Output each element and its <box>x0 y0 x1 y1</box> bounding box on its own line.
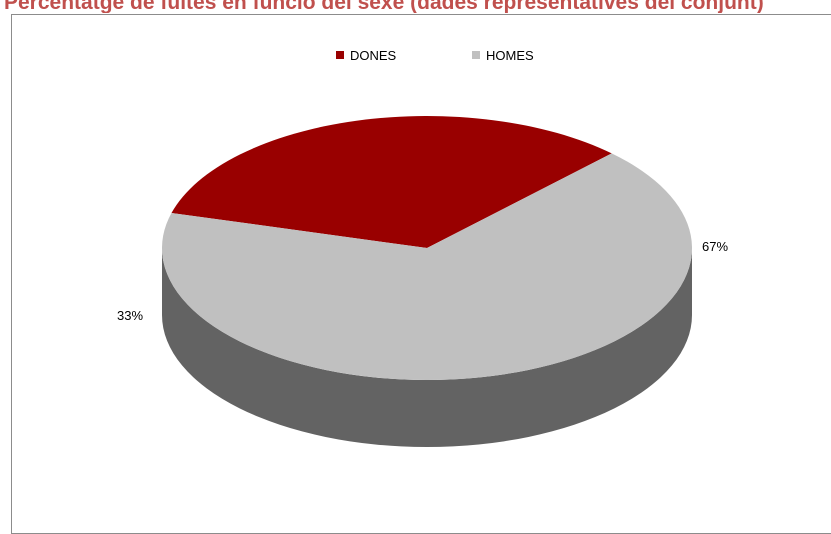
pie-slice-dones <box>171 116 612 248</box>
data-label-homes: 67% <box>702 239 728 254</box>
pie-group <box>161 116 692 447</box>
legend-label-dones: DONES <box>350 48 397 63</box>
legend-label-homes: HOMES <box>486 48 534 63</box>
legend: DONES HOMES <box>336 48 534 63</box>
data-label-dones: 33% <box>117 308 143 323</box>
page-title: Percentatge de fuites en funció del sexe… <box>4 0 764 13</box>
pie-slice-homes <box>161 153 692 381</box>
pie-side-homes <box>162 248 692 447</box>
legend-swatch-homes <box>472 51 480 59</box>
pie-chart: DONES HOMES 33% 67% <box>117 48 728 447</box>
legend-swatch-dones <box>336 51 344 59</box>
